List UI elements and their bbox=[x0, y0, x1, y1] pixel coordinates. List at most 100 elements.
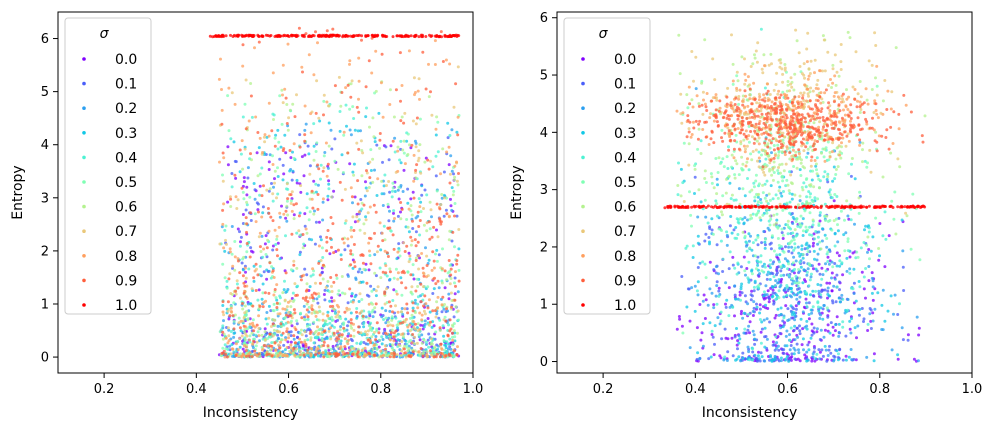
data-point bbox=[448, 33, 452, 37]
data-point bbox=[680, 121, 684, 125]
data-point bbox=[724, 191, 728, 195]
data-point bbox=[818, 350, 822, 354]
data-point bbox=[416, 89, 420, 93]
data-point bbox=[306, 338, 310, 342]
data-point bbox=[388, 277, 392, 281]
data-point bbox=[810, 233, 814, 237]
data-point bbox=[352, 334, 356, 338]
data-point bbox=[390, 352, 393, 355]
data-point bbox=[355, 341, 359, 345]
data-point bbox=[317, 305, 321, 309]
data-point bbox=[246, 318, 250, 322]
data-point bbox=[802, 348, 805, 352]
data-point bbox=[831, 299, 834, 303]
data-point bbox=[440, 347, 444, 351]
data-point bbox=[235, 279, 239, 283]
legend-entry-label: 0.8 bbox=[115, 249, 137, 265]
data-point bbox=[330, 195, 334, 199]
data-point bbox=[408, 329, 412, 333]
data-point bbox=[300, 155, 304, 159]
data-point bbox=[841, 320, 845, 324]
data-point bbox=[768, 320, 772, 324]
data-point bbox=[310, 189, 314, 193]
data-point bbox=[328, 299, 332, 303]
data-point bbox=[777, 278, 781, 282]
data-point bbox=[821, 34, 825, 38]
data-point bbox=[797, 268, 801, 271]
data-point bbox=[733, 314, 736, 318]
data-point bbox=[693, 192, 696, 195]
data-point bbox=[795, 157, 799, 161]
data-point bbox=[809, 336, 813, 340]
data-point bbox=[391, 348, 395, 352]
data-point bbox=[278, 346, 282, 350]
data-point bbox=[820, 348, 824, 352]
data-point bbox=[753, 53, 756, 57]
data-point bbox=[368, 312, 372, 316]
data-point bbox=[821, 307, 825, 311]
data-point bbox=[740, 155, 744, 159]
data-point bbox=[768, 214, 772, 218]
data-point bbox=[313, 209, 316, 213]
data-point bbox=[351, 215, 355, 219]
data-point bbox=[290, 178, 294, 182]
data-point bbox=[430, 337, 433, 341]
data-point bbox=[414, 289, 418, 293]
data-point bbox=[756, 359, 759, 363]
data-point bbox=[446, 136, 450, 140]
data-point bbox=[855, 336, 858, 340]
data-point bbox=[393, 217, 396, 220]
data-point bbox=[737, 102, 741, 106]
data-point bbox=[358, 267, 362, 271]
chart-panel-left: 0.2 0.4 0.6 0.8 1.00123456InconsistencyEntro… bbox=[10, 11, 483, 421]
data-point bbox=[229, 197, 233, 201]
data-point bbox=[447, 238, 451, 242]
data-point bbox=[345, 34, 349, 38]
data-point bbox=[297, 344, 301, 348]
data-point bbox=[822, 304, 826, 307]
data-point bbox=[431, 250, 435, 254]
data-point bbox=[425, 264, 429, 267]
data-point bbox=[765, 317, 769, 321]
data-point bbox=[323, 322, 327, 326]
data-point bbox=[696, 234, 700, 238]
data-point bbox=[346, 301, 350, 305]
data-point bbox=[737, 334, 741, 338]
data-point bbox=[295, 319, 299, 323]
data-point bbox=[797, 281, 801, 285]
data-point bbox=[370, 310, 374, 314]
y-tick-label: 1 bbox=[41, 297, 49, 312]
data-point bbox=[393, 190, 397, 193]
data-point bbox=[449, 267, 453, 271]
data-point bbox=[397, 185, 401, 189]
data-point bbox=[453, 214, 456, 218]
series-0.6 bbox=[219, 80, 460, 359]
data-point bbox=[452, 105, 456, 109]
data-point bbox=[327, 182, 331, 186]
data-point bbox=[418, 327, 422, 331]
data-point bbox=[421, 271, 425, 275]
data-point bbox=[739, 285, 743, 288]
data-point bbox=[276, 324, 280, 328]
data-point bbox=[398, 51, 402, 55]
data-point bbox=[453, 245, 456, 249]
data-point bbox=[349, 186, 353, 190]
data-point bbox=[410, 213, 414, 217]
data-point bbox=[322, 344, 326, 347]
data-point bbox=[393, 352, 397, 356]
data-point bbox=[747, 260, 751, 264]
data-point bbox=[809, 183, 813, 187]
data-point bbox=[456, 65, 460, 69]
data-point bbox=[405, 342, 409, 346]
data-point bbox=[301, 296, 305, 300]
data-point bbox=[430, 353, 434, 357]
data-point bbox=[371, 157, 375, 161]
data-point bbox=[826, 135, 830, 139]
data-point bbox=[765, 273, 769, 277]
data-point bbox=[806, 228, 810, 232]
data-point bbox=[265, 322, 269, 326]
data-point bbox=[795, 279, 799, 283]
data-point bbox=[417, 35, 421, 39]
data-point bbox=[360, 174, 364, 178]
data-point bbox=[795, 166, 799, 170]
